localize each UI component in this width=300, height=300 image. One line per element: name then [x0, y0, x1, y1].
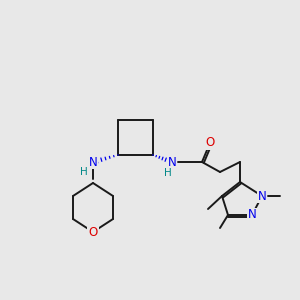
- Text: N: N: [168, 155, 176, 169]
- Text: H: H: [80, 167, 88, 177]
- Text: N: N: [88, 155, 98, 169]
- Text: N: N: [258, 190, 266, 202]
- Text: N: N: [248, 208, 256, 221]
- Text: H: H: [164, 168, 172, 178]
- Text: O: O: [88, 226, 98, 238]
- Text: O: O: [206, 136, 214, 149]
